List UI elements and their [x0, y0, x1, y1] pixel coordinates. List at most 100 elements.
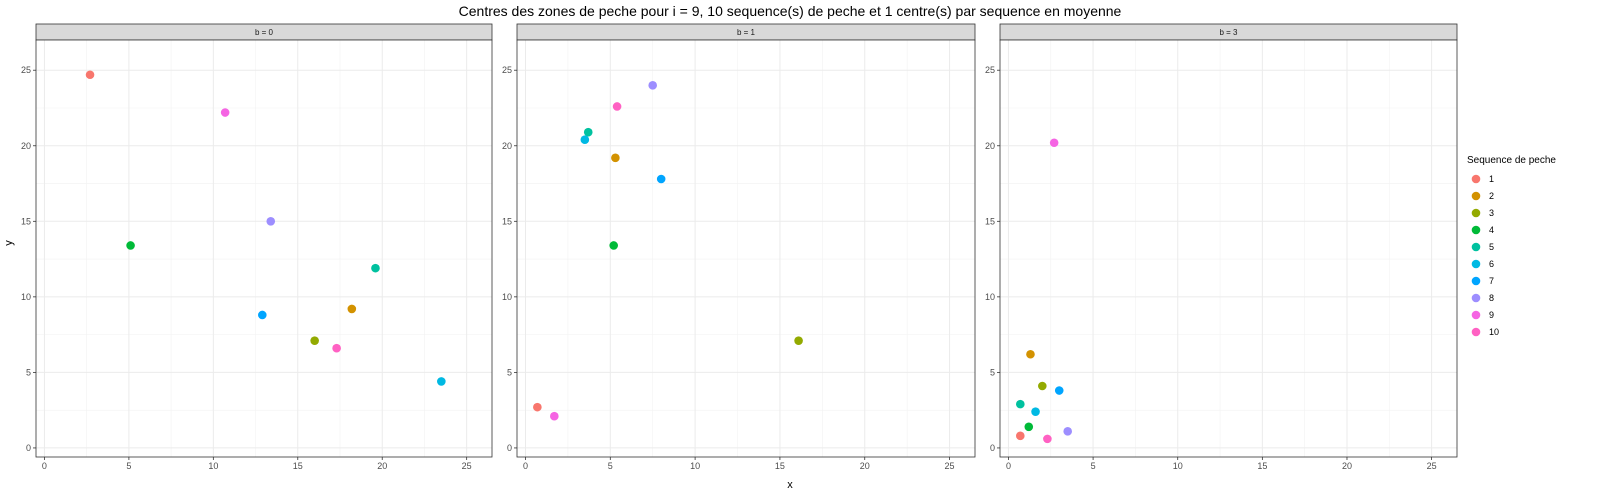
y-tick-label: 10 — [21, 292, 31, 302]
data-point-seq-6 — [437, 377, 446, 386]
x-tick-label: 5 — [126, 461, 131, 471]
panel-border — [35, 39, 493, 458]
data-point-seq-6 — [580, 135, 590, 145]
facet-panels: b = 0 0 5 10 15 20 25 0 5 10 15 20 25 b = 1 0 5 10 15 20 25… — [21, 23, 1458, 471]
data-point-seq-8 — [1063, 427, 1073, 436]
y-tick-label: 0 — [507, 443, 512, 453]
legend-label-4: 4 — [1489, 225, 1494, 235]
data-point-seq-8 — [266, 217, 276, 226]
legend-label-3: 3 — [1489, 208, 1494, 218]
panel-border — [516, 39, 976, 458]
data-point-seq-4 — [1024, 422, 1034, 432]
x-tick-label: 15 — [775, 461, 785, 471]
legend-label-2: 2 — [1489, 191, 1494, 201]
data-point-seq-10 — [1043, 434, 1052, 444]
legend-key-9 — [1471, 310, 1481, 320]
y-tick-label: 20 — [502, 141, 512, 151]
legend-key-2 — [1471, 191, 1481, 201]
data-point-seq-5 — [583, 127, 593, 137]
x-tick-label: 20 — [1342, 461, 1352, 471]
data-point-seq-10 — [612, 102, 622, 111]
data-point-seq-9 — [550, 411, 559, 421]
x-tick-label: 0 — [523, 461, 528, 471]
data-point-seq-7 — [1054, 386, 1064, 395]
y-tick-label: 25 — [502, 65, 512, 75]
legend-key-10 — [1471, 327, 1481, 337]
x-tick-label: 25 — [462, 461, 472, 471]
x-tick-label: 25 — [1427, 461, 1437, 471]
facet-panel: b = 1 0 5 10 15 20 25 0 5 10 15 20 25 — [502, 23, 976, 471]
y-tick-label: 20 — [985, 141, 995, 151]
x-tick-label: 0 — [1006, 461, 1011, 471]
data-point-seq-9 — [1049, 138, 1059, 148]
y-tick-label: 25 — [985, 65, 995, 75]
legend-label-7: 7 — [1489, 276, 1494, 286]
x-tick-label: 15 — [293, 461, 303, 471]
facet-strip-label: b = 1 — [737, 28, 756, 37]
legend-key-4 — [1471, 225, 1481, 235]
legend-key-8 — [1471, 293, 1481, 303]
data-point-seq-10 — [332, 343, 341, 353]
data-point-seq-5 — [371, 263, 380, 273]
y-axis-title: y — [3, 240, 15, 246]
y-tick-label: 15 — [502, 216, 512, 226]
data-point-seq-3 — [310, 336, 319, 345]
data-point-seq-1 — [1016, 431, 1025, 441]
x-tick-label: 20 — [377, 461, 387, 471]
facet-panel: b = 3 0 5 10 15 20 25 0 5 10 15 20 25 — [985, 23, 1458, 471]
legend-label-1: 1 — [1489, 174, 1494, 184]
y-tick-label: 15 — [21, 216, 31, 226]
x-tick-label: 15 — [1257, 461, 1267, 471]
data-point-seq-3 — [1038, 381, 1047, 391]
data-point-seq-4 — [609, 241, 618, 250]
chart-title: Centres des zones de peche pour i = 9, 1… — [459, 3, 1122, 19]
legend-label-9: 9 — [1489, 310, 1494, 320]
legend-key-6 — [1471, 259, 1481, 269]
x-tick-label: 20 — [860, 461, 870, 471]
x-tick-label: 5 — [608, 461, 613, 471]
y-tick-label: 5 — [507, 367, 512, 377]
data-point-seq-2 — [1026, 349, 1035, 359]
legend-label-5: 5 — [1489, 242, 1494, 252]
legend: Sequence de peche 1 2 3 4 5 6 7 8 9 10 — [1467, 155, 1556, 337]
data-point-seq-2 — [611, 153, 620, 163]
data-point-seq-1 — [85, 70, 95, 80]
y-tick-label: 10 — [502, 292, 512, 302]
facet-strip-label: b = 0 — [255, 28, 274, 37]
x-tick-label: 10 — [1173, 461, 1183, 471]
y-tick-label: 0 — [990, 443, 995, 453]
data-point-seq-5 — [1016, 399, 1025, 409]
data-point-seq-2 — [347, 304, 357, 314]
data-point-seq-4 — [126, 241, 135, 250]
x-axis-title: x — [787, 479, 793, 491]
legend-label-8: 8 — [1489, 293, 1494, 303]
legend-label-10: 10 — [1489, 327, 1499, 337]
y-tick-label: 0 — [26, 443, 31, 453]
panel-background — [1000, 40, 1457, 457]
legend-key-5 — [1471, 242, 1481, 252]
data-point-seq-1 — [533, 402, 542, 412]
y-tick-label: 5 — [990, 367, 995, 377]
y-tick-label: 5 — [26, 367, 31, 377]
data-point-seq-7 — [656, 174, 666, 184]
data-point-seq-9 — [220, 108, 230, 117]
legend-key-1 — [1471, 174, 1481, 184]
y-tick-label: 25 — [21, 65, 31, 75]
x-tick-label: 5 — [1091, 461, 1096, 471]
facet-panel: b = 0 0 5 10 15 20 25 0 5 10 15 20 25 — [21, 23, 493, 471]
panel-border — [999, 39, 1458, 458]
legend-key-3 — [1471, 208, 1481, 218]
data-point-seq-8 — [648, 81, 658, 90]
panel-background — [517, 40, 975, 457]
legend-key-7 — [1471, 276, 1481, 286]
data-point-seq-6 — [1031, 407, 1040, 416]
legend-title: Sequence de peche — [1467, 155, 1556, 166]
x-tick-label: 10 — [690, 461, 700, 471]
y-tick-label: 10 — [985, 292, 995, 302]
x-tick-label: 10 — [208, 461, 218, 471]
panel-background — [36, 40, 492, 457]
y-tick-label: 15 — [985, 216, 995, 226]
x-tick-label: 0 — [42, 461, 47, 471]
legend-label-6: 6 — [1489, 259, 1494, 269]
